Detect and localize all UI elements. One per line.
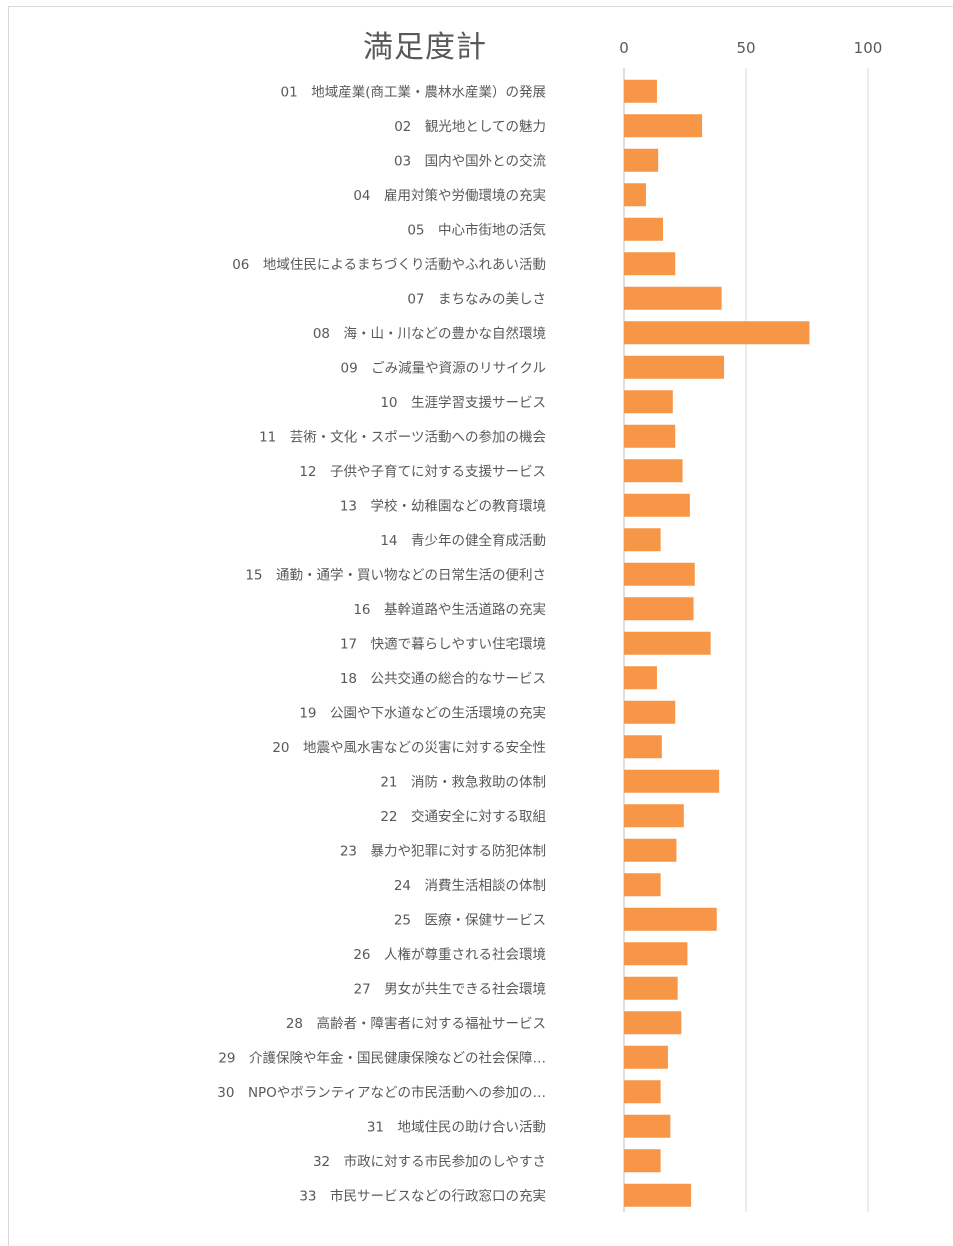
category-label: 03 国内や国外との交流: [394, 152, 547, 169]
category-label: 25 医療・保健サービス: [394, 911, 546, 928]
bar: [624, 700, 676, 724]
category-label: 29 介護保険や年金・国民健康保険などの社会保障…: [218, 1049, 546, 1066]
category-label: 22 交通安全に対する取組: [380, 808, 546, 825]
category-label: 30 NPOやボランティアなどの市民活動への参加の…: [217, 1084, 546, 1101]
bar: [624, 873, 661, 897]
category-label: 33 市民サービスなどの行政窓口の充実: [299, 1187, 546, 1204]
category-label: 13 学校・幼稚園などの教育環境: [340, 497, 546, 514]
category-label: 05 中心市街地の活気: [407, 221, 546, 238]
category-label: 21 消防・救急救助の体制: [380, 774, 546, 790]
bar: [624, 390, 673, 414]
category-label: 07 まちなみの美しさ: [407, 291, 546, 307]
bar: [624, 183, 646, 207]
bar: [624, 1183, 692, 1207]
category-label: 01 地域産業(商工業・農林水産業）の発展: [281, 84, 546, 100]
bar: [624, 459, 683, 483]
category-label: 17 快適で暮らしやすい住宅環境: [340, 635, 546, 652]
bar: [624, 217, 664, 241]
category-label: 04 雇用対策や労働環境の充実: [353, 187, 546, 204]
bar: [624, 907, 717, 931]
bar: [624, 252, 676, 276]
bar: [624, 1114, 671, 1138]
category-label: 19 公園や下水道などの生活環境の充実: [299, 705, 546, 721]
category-label: 31 地域住民の助け合い活動: [367, 1119, 546, 1135]
bar: [624, 804, 684, 828]
category-label: 24 消費生活相談の体制: [394, 878, 546, 894]
category-label: 20 地震や風水害などの災害に対する安全性: [272, 739, 546, 756]
category-label: 15 通勤・通学・買い物などの日常生活の便利さ: [245, 567, 546, 583]
bar: [624, 148, 659, 172]
category-label: 06 地域住民によるまちづくり活動やふれあい活動: [232, 257, 546, 273]
bar: [624, 562, 695, 586]
category-label: 10 生涯学習支援サービス: [380, 395, 546, 411]
category-label: 02 観光地としての魅力: [394, 118, 546, 135]
x-tick-label: 50: [736, 39, 755, 57]
bar: [624, 79, 657, 103]
category-label: 09 ごみ減量や資源のリサイクル: [340, 359, 546, 376]
category-label: 12 子供や子育てに対する支援サービス: [299, 464, 546, 480]
bar: [624, 769, 720, 793]
category-label: 27 男女が共生できる社会環境: [354, 980, 546, 997]
bar: [624, 1011, 682, 1035]
category-label: 32 市政に対する市民参加のしやすさ: [313, 1153, 546, 1170]
bar: [624, 631, 711, 655]
chart-frame: [8, 6, 953, 1246]
bar: [624, 942, 688, 966]
category-label: 11 芸術・文化・スポーツ活動への参加の機会: [259, 428, 546, 445]
bar: [624, 493, 690, 517]
bar: [624, 666, 657, 690]
category-label: 23 暴力や犯罪に対する防犯体制: [340, 843, 546, 859]
category-label: 14 青少年の健全育成活動: [380, 532, 546, 549]
bar: [624, 286, 722, 310]
bar: [624, 597, 694, 621]
category-label: 26 人権が尊重される社会環境: [353, 946, 546, 963]
bar: [624, 976, 678, 1000]
x-tick-label: 0: [619, 39, 629, 57]
bar: [624, 321, 810, 345]
x-tick-label: 100: [854, 39, 883, 57]
bar: [624, 1045, 668, 1069]
chart-title: 満足度計: [363, 30, 487, 65]
category-label: 18 公共交通の総合的なサービス: [340, 670, 546, 687]
category-label: 08 海・山・川などの豊かな自然環境: [313, 325, 546, 342]
bar: [624, 355, 725, 379]
category-label: 16 基幹道路や生活道路の充実: [353, 601, 546, 618]
bar: [624, 735, 662, 759]
bar: [624, 838, 677, 862]
bar: [624, 1149, 661, 1173]
bar: [624, 424, 676, 448]
bar: [624, 114, 703, 138]
category-label: 28 高齢者・障害者に対する福祉サービス: [286, 1015, 546, 1032]
bar: [624, 1080, 661, 1104]
bar: [624, 528, 661, 552]
